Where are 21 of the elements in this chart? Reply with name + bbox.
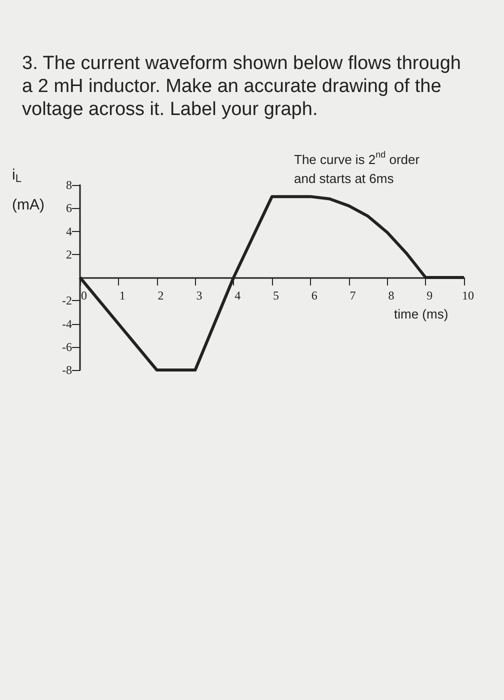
y-tick-label: 4 [66, 224, 72, 238]
x-tick-label: 10 [462, 288, 474, 302]
chart-title: 3. The current waveform shown below flows through a 2 mH inductor. Make an accurate drawing of the voltage across it. Label your graph. [22, 52, 462, 121]
x-tick-label: 4 [234, 288, 241, 302]
y-tick-label: 2 [66, 247, 72, 262]
x-tick-label: 3 [196, 288, 202, 302]
x-tick-label: 0 [81, 288, 87, 302]
y-tick-label: -6 [62, 340, 72, 354]
x-tick-label: 9 [426, 288, 433, 302]
x-tick-label: 1 [119, 288, 126, 302]
x-tick-label: 7 [350, 288, 356, 302]
y-tick-label: -4 [62, 316, 72, 331]
x-tick-label: 6 [311, 288, 318, 302]
x-axis-title: time (ms) [394, 306, 448, 322]
x-tick-label: 8 [388, 288, 394, 302]
y-tick-label: -2 [62, 294, 72, 308]
x-tick-label: 2 [158, 288, 164, 302]
y-tick-label: -8 [62, 363, 72, 377]
y-tick-label: 8 [66, 178, 72, 192]
y-tick-label: 6 [66, 201, 72, 216]
x-tick-label: 5 [273, 288, 279, 302]
